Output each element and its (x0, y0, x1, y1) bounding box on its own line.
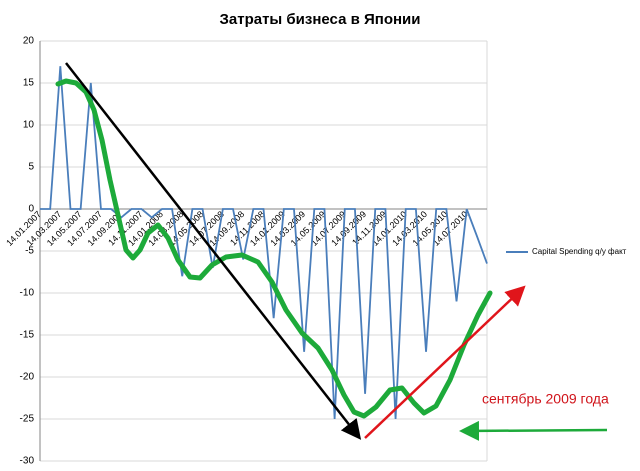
y-tick-label: 20 (23, 36, 35, 47)
y-tick-label: -5 (25, 246, 34, 257)
y-tick-label: 5 (28, 162, 34, 173)
annotation: сентябрь 2009 года (482, 391, 609, 407)
up-arrow (364, 285, 526, 439)
y-tick-label: -20 (20, 372, 35, 383)
y-tick-label: -25 (20, 414, 35, 425)
y-tick-label: 0 (28, 204, 34, 215)
y-tick-label: 15 (23, 78, 35, 89)
plot-area: -30-25-20-15-10-50510152014.01.200714.03… (4, 36, 488, 467)
chart-title: Затраты бизнеса в Японии (220, 11, 421, 28)
pointer-arrow (459, 420, 608, 441)
y-tick-label: -15 (20, 330, 35, 341)
series-line (40, 66, 488, 420)
y-tick-label: 10 (23, 120, 35, 131)
legend-label: Capital Spending q/y факт (532, 247, 627, 256)
down-arrow (65, 62, 362, 440)
trend-curve (55, 78, 493, 419)
y-tick-label: -30 (20, 456, 35, 467)
y-tick-label: -10 (20, 288, 35, 299)
